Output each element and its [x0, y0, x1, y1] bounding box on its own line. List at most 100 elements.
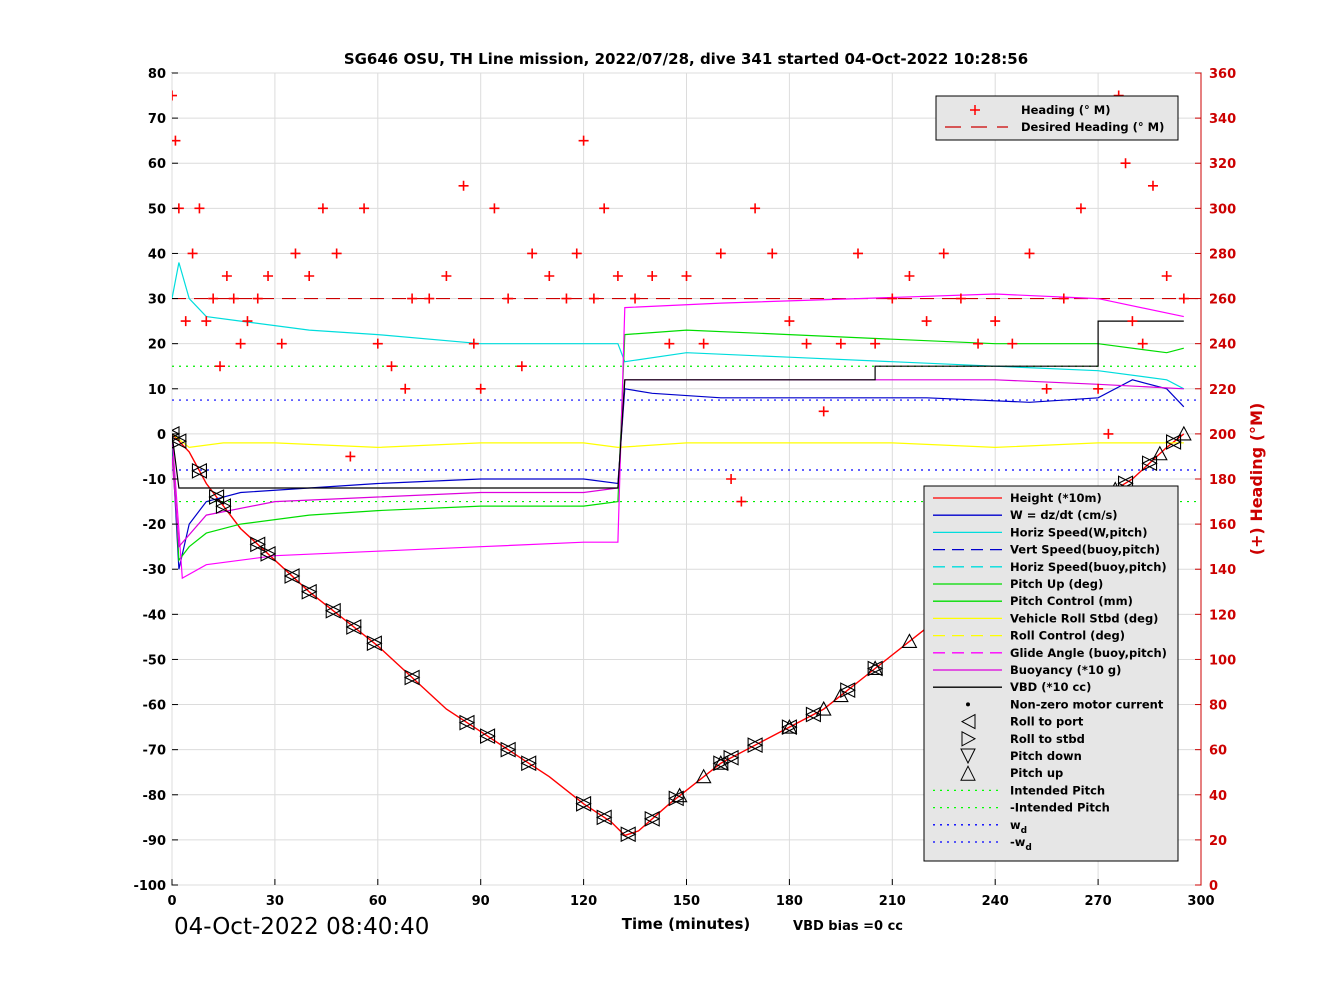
heading-point	[955, 293, 966, 304]
heading-point	[736, 496, 747, 507]
legend-label: Pitch Up (deg)	[1010, 577, 1103, 591]
heading-point	[180, 316, 191, 327]
marker-tri-left	[839, 682, 856, 699]
y-left-tick-label: 60	[148, 157, 166, 172]
heading-point	[228, 293, 239, 304]
heading-point	[784, 316, 795, 327]
heading-point	[1024, 248, 1035, 259]
x-axis-ticks: 0 30 60 90 120 150 180 210 240 270 300	[167, 879, 1215, 909]
legend-label: Non-zero motor current	[1010, 697, 1164, 711]
heading-point	[468, 338, 479, 349]
marker-tri-left	[619, 826, 637, 843]
y-right-tick-label: 100	[1209, 653, 1236, 668]
x-tick-label: 90	[472, 894, 490, 909]
marker-tri-left	[172, 425, 181, 442]
y-right-tick-label: 340	[1209, 112, 1236, 127]
y-left-tick-label: 50	[148, 202, 166, 217]
heading-point	[331, 248, 342, 259]
legend-label: Horiz Speed(W,pitch)	[1010, 525, 1147, 539]
y-left-tick-label: -80	[143, 789, 167, 804]
heading-point	[921, 316, 932, 327]
y-axis-left-ticks: 80 70 60 50 40 30 20 10 0 -10 -20 -30 -40 -50 -60 -70 -8…	[133, 67, 178, 894]
heading-point	[194, 203, 205, 214]
legend-heading: Heading (° M) Desired Heading (° M)	[935, 95, 1179, 141]
y-left-tick-label: 10	[148, 383, 166, 398]
legend-heading-label: Desired Heading (° M)	[1021, 120, 1164, 134]
heading-point	[1137, 338, 1148, 349]
heading-point	[1178, 293, 1189, 304]
heading-point	[1041, 383, 1052, 394]
x-tick-label: 300	[1187, 894, 1214, 909]
heading-point	[1120, 158, 1131, 169]
legend-swatch	[966, 702, 970, 707]
heading-point	[475, 383, 486, 394]
marker-tri-up	[867, 660, 884, 676]
marker-tri-left	[595, 809, 613, 826]
heading-point	[801, 338, 812, 349]
marker-tri-up	[671, 787, 688, 803]
heading-point	[172, 135, 181, 146]
y-left-tick-label: -90	[143, 834, 167, 849]
marker-tri-left	[805, 706, 822, 723]
marker-tri-left	[366, 635, 383, 652]
heading-point	[1093, 383, 1104, 394]
heading-point	[359, 203, 370, 214]
y-left-tick-label: -100	[133, 879, 166, 894]
heading-point	[1161, 271, 1172, 281]
marker-tri-left	[499, 741, 517, 758]
y-left-tick-label: -70	[143, 744, 167, 759]
reference-lines	[172, 297, 1201, 503]
marker-tri-left	[324, 602, 342, 619]
heading-point	[1075, 203, 1086, 214]
marker-tri-up	[712, 755, 729, 770]
legend-label: Horiz Speed(buoy,pitch)	[1010, 560, 1167, 574]
marker-tri-left	[458, 714, 476, 731]
legend-label: Roll to port	[1010, 715, 1084, 729]
heading-point	[588, 293, 599, 304]
marker-tri-left	[643, 810, 661, 827]
legend-heading-label: Heading (° M)	[1021, 103, 1111, 117]
heading-point	[1103, 428, 1114, 439]
heading-point	[235, 338, 246, 349]
heading-point	[1127, 316, 1138, 327]
heading-point	[715, 248, 726, 259]
marker-tri-left	[575, 795, 592, 812]
marker-tri-left	[345, 619, 363, 635]
heading-point	[221, 271, 232, 281]
marker-tri-left	[215, 498, 232, 514]
marker-tri-up	[901, 633, 918, 648]
legend-label: Glide Angle (buoy,pitch)	[1010, 646, 1167, 660]
y-right-tick-label: 320	[1209, 157, 1236, 172]
y-right-tick-label: 180	[1209, 473, 1236, 488]
heading-point	[853, 248, 863, 259]
y-right-tick-label: 280	[1209, 247, 1236, 262]
chart-title: SG646 OSU, TH Line mission, 2022/07/28, …	[344, 50, 1028, 68]
heading-point	[489, 203, 500, 214]
marker-tri-left	[1165, 434, 1182, 450]
x-tick-label: 150	[673, 894, 700, 909]
heading-point	[290, 248, 301, 259]
y-right-tick-label: 120	[1209, 608, 1236, 623]
series-heading-m	[172, 90, 1189, 507]
legend-label: VBD (*10 cc)	[1010, 680, 1091, 694]
y-left-tick-label: 70	[148, 112, 166, 127]
y-right-tick-label: 0	[1209, 879, 1218, 894]
heading-point	[458, 180, 469, 191]
y-right-tick-label: 240	[1209, 338, 1236, 353]
y-right-tick-label: 80	[1209, 699, 1227, 714]
marker-tri-left	[520, 755, 537, 772]
marker-tri-left	[746, 737, 764, 754]
y-left-tick-label: -40	[143, 608, 167, 623]
y-left-tick-label: -10	[143, 473, 167, 488]
legend-label: -Intended Pitch	[1010, 801, 1110, 815]
legend-label: W = dz/dt (cm/s)	[1010, 508, 1118, 522]
marker-tri-up	[1151, 445, 1168, 461]
marker-tri-up	[781, 718, 798, 734]
legend-label: Pitch Control (mm)	[1010, 594, 1133, 608]
heading-point	[578, 135, 589, 146]
heading-point	[664, 338, 675, 349]
heading-point	[904, 271, 915, 281]
x-tick-label: 180	[776, 894, 803, 909]
heading-point	[835, 338, 846, 349]
heading-point	[767, 248, 778, 259]
